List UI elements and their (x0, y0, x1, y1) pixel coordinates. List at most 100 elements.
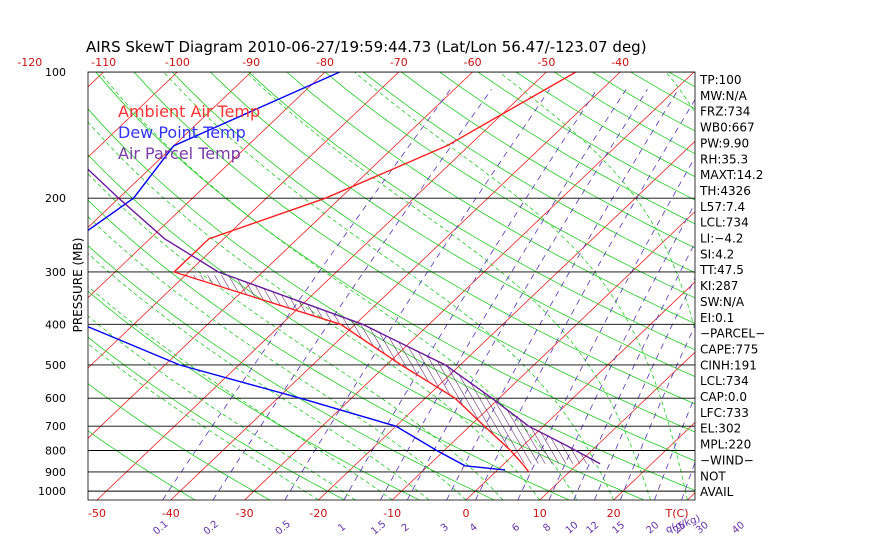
mixing-ratio-tick-label: 3 (439, 522, 451, 535)
stat-item: SW:N/A (700, 295, 745, 309)
temp-tick-label-top: -40 (611, 56, 629, 69)
mixing-ratio-tick-label: 12 (584, 520, 601, 537)
mixing-ratio-tick-label: 20 (644, 520, 661, 537)
temp-tick-label-top: -90 (242, 56, 260, 69)
moist-adiabat-line (245, 72, 651, 500)
pressure-tick-label: 700 (45, 420, 66, 433)
stat-item: −PARCEL− (700, 327, 765, 341)
mixing-ratio-tick-label: 10 (564, 520, 581, 537)
legend-dew-point-temp: Dew Point Temp (118, 123, 246, 142)
stat-item: −WIND− (700, 453, 754, 467)
pressure-tick-label: 1000 (38, 485, 66, 498)
stat-item: KI:287 (700, 279, 738, 293)
pressure-tick-label: 400 (45, 318, 66, 331)
dry-adiabat-line (362, 72, 695, 274)
dry-adiabat-line (88, 383, 270, 500)
temp-tick-label-bottom: 20 (607, 507, 621, 520)
temp-tick-label-top: -70 (390, 56, 408, 69)
mixing-ratio-line (284, 89, 550, 500)
moist-adiabat-line (88, 121, 541, 500)
dry-adiabat-line (95, 72, 695, 462)
pressure-tick-label: 200 (45, 192, 66, 205)
stat-item: EL:302 (700, 422, 741, 436)
dry-adiabat-line (88, 199, 570, 500)
mixing-ratio-tick-label: 1.5 (369, 519, 388, 538)
temp-tick-label-bottom: -40 (162, 507, 180, 520)
mixing-ratio-tick-label: 8 (541, 522, 553, 535)
stat-item: MW:N/A (700, 89, 748, 103)
mixing-ratio-line (380, 89, 627, 500)
isotherm-line (761, 72, 870, 500)
stat-item: CAP:0.0 (700, 390, 747, 404)
air-parcel-temp-line (88, 168, 601, 465)
dry-adiabat-line (210, 72, 695, 378)
moist-adiabat-line (99, 72, 578, 500)
mixing-ratio-tick-label: 1 (336, 522, 348, 535)
moist-adiabat-line (88, 216, 467, 500)
stat-item: MAXT:14.2 (700, 168, 763, 182)
pressure-tick-label: 800 (45, 445, 66, 458)
mixing-ratio-line (475, 98, 695, 500)
mixing-ratio-tick-label: 4 (468, 522, 480, 535)
stat-item: LCL:734 (700, 216, 749, 230)
chart-title: AIRS SkewT Diagram 2010-06-27/19:59:44.7… (86, 38, 647, 56)
stat-item: NOT (700, 469, 726, 483)
dry-adiabat-line (171, 72, 695, 405)
dry-adiabat-line (88, 336, 345, 500)
dry-adiabat-line (401, 72, 695, 249)
isotherm-line (539, 351, 695, 500)
moist-adiabat-line (88, 285, 393, 500)
mixing-ratio-tick-label: 6 (510, 522, 522, 535)
stat-item: MPL:220 (700, 438, 751, 452)
mixing-ratio-line (548, 202, 695, 500)
isotherm-line (96, 72, 547, 500)
stat-item: TT:47.5 (699, 263, 744, 277)
legend-air-parcel-temp: Air Parcel Temp (118, 144, 241, 163)
temp-tick-label-bottom: 0 (463, 507, 470, 520)
mixing-ratio-line (573, 242, 695, 500)
dry-adiabat-line (248, 72, 695, 351)
y-axis-label: PRESSURE (MB) (71, 238, 85, 333)
dry-adiabat-line (286, 72, 695, 324)
pressure-tick-label: 500 (45, 359, 66, 372)
temp-tick-label-top: -110 (91, 56, 116, 69)
stat-item: TH:4326 (699, 184, 751, 198)
mixing-ratio-tick-label: 15 (610, 520, 627, 537)
dry-adiabat-line (783, 72, 870, 500)
temp-tick-label-top: -100 (165, 56, 190, 69)
temp-unit-label: T(C) (665, 507, 689, 520)
temp-tick-label-top: -80 (316, 56, 334, 69)
pressure-tick-label: 900 (45, 466, 66, 479)
isotherm-line (88, 72, 178, 158)
isotherm-line (88, 72, 326, 299)
dry-adiabat-line (745, 72, 870, 500)
stat-item: AVAIL (700, 485, 734, 499)
profile-series (88, 72, 601, 473)
stat-item: LCL:734 (700, 374, 749, 388)
dew-point-temp-line (88, 72, 506, 471)
stat-item: EI:0.1 (700, 311, 734, 325)
dry-adiabat-line (88, 430, 196, 500)
isotherm-line (613, 421, 695, 500)
dry-adiabat-line (88, 154, 645, 500)
isotherm-line (0, 72, 30, 500)
ambient-air-temp-line (172, 72, 577, 473)
moist-adiabat-line (354, 72, 688, 500)
stat-item: PW:9.90 (700, 136, 749, 150)
mixing-ratio-line (343, 89, 598, 500)
isotherm-line (835, 72, 870, 500)
stat-item: L57:7.4 (700, 200, 745, 214)
plot-frame (87, 71, 696, 501)
mixing-ratio-line (446, 89, 679, 500)
stat-item: RH:35.3 (700, 152, 748, 166)
mixing-ratio-line (594, 276, 695, 500)
legend-ambient-air-temp: Ambient Air Temp (118, 102, 260, 121)
isotherm-line (244, 72, 695, 500)
dry-adiabat-line (668, 72, 695, 88)
temp-tick-label-top: -60 (464, 56, 482, 69)
stat-item: TP:100 (699, 73, 742, 87)
pressure-tick-label: 600 (45, 392, 66, 405)
cape-area (183, 275, 601, 464)
temp-tick-label-bottom: -30 (236, 507, 254, 520)
